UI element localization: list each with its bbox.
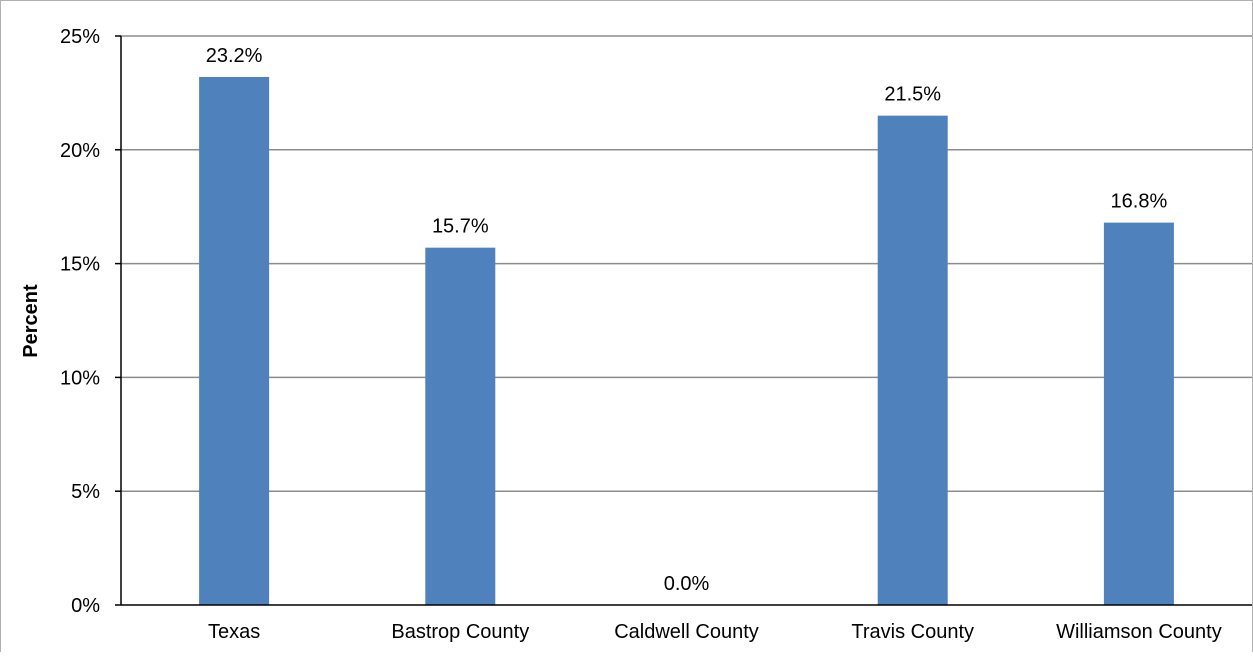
x-tick-label: Bastrop County: [391, 621, 529, 643]
y-tick-label: 25%: [60, 26, 100, 48]
y-tick-label: 10%: [60, 367, 100, 389]
data-label: 0.0%: [664, 573, 710, 595]
data-label: 15.7%: [432, 216, 489, 238]
data-labels: 23.2% 15.7% 0.0% 21.5% 16.8%: [206, 45, 1168, 595]
y-tick-label: 15%: [60, 254, 100, 276]
y-tick-label: 5%: [71, 481, 100, 503]
x-tick-label: Texas: [208, 621, 260, 643]
y-tick-label: 0%: [71, 595, 100, 617]
bar: [425, 247, 496, 605]
axes: 0% 5% 10% 15% 20% 25% Texas Bastrop County Caldw…: [60, 26, 1252, 643]
bars: [199, 76, 1174, 605]
bar: [199, 76, 270, 605]
y-tick-label: 20%: [60, 140, 100, 162]
data-label: 16.8%: [1111, 191, 1168, 213]
x-tick-label: Williamson County: [1056, 621, 1222, 643]
x-tick-label: Travis County: [851, 621, 974, 643]
data-label: 23.2%: [206, 45, 263, 67]
bar: [1103, 222, 1174, 605]
gridlines: [121, 35, 1252, 492]
y-axis-title: Percent: [20, 284, 42, 358]
bar: [877, 115, 948, 605]
data-label: 21.5%: [884, 84, 941, 106]
x-tick-label: Caldwell County: [614, 621, 759, 643]
